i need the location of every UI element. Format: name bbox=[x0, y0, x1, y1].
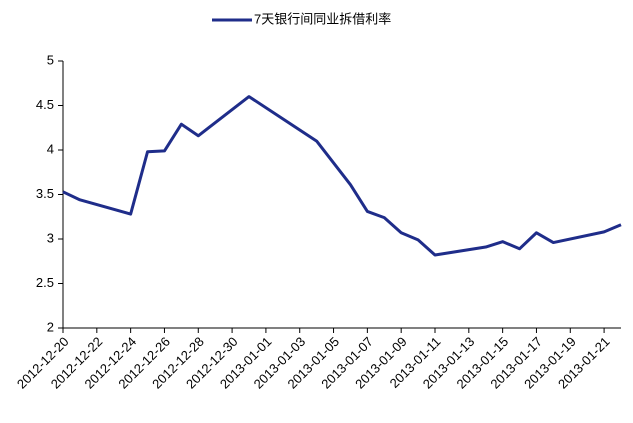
y-tick-label: 4.5 bbox=[36, 97, 54, 112]
data-line bbox=[62, 95, 622, 257]
y-tick-label: 2 bbox=[47, 319, 54, 334]
y-tick-label: 5 bbox=[47, 52, 54, 67]
y-tick-label: 3 bbox=[47, 230, 54, 245]
y-tick-label: 2.5 bbox=[36, 275, 54, 290]
y-tick-label: 4 bbox=[47, 141, 54, 156]
legend-label: 7天银行间同业拆借利率 bbox=[254, 11, 391, 26]
y-tick-label: 3.5 bbox=[36, 186, 54, 201]
